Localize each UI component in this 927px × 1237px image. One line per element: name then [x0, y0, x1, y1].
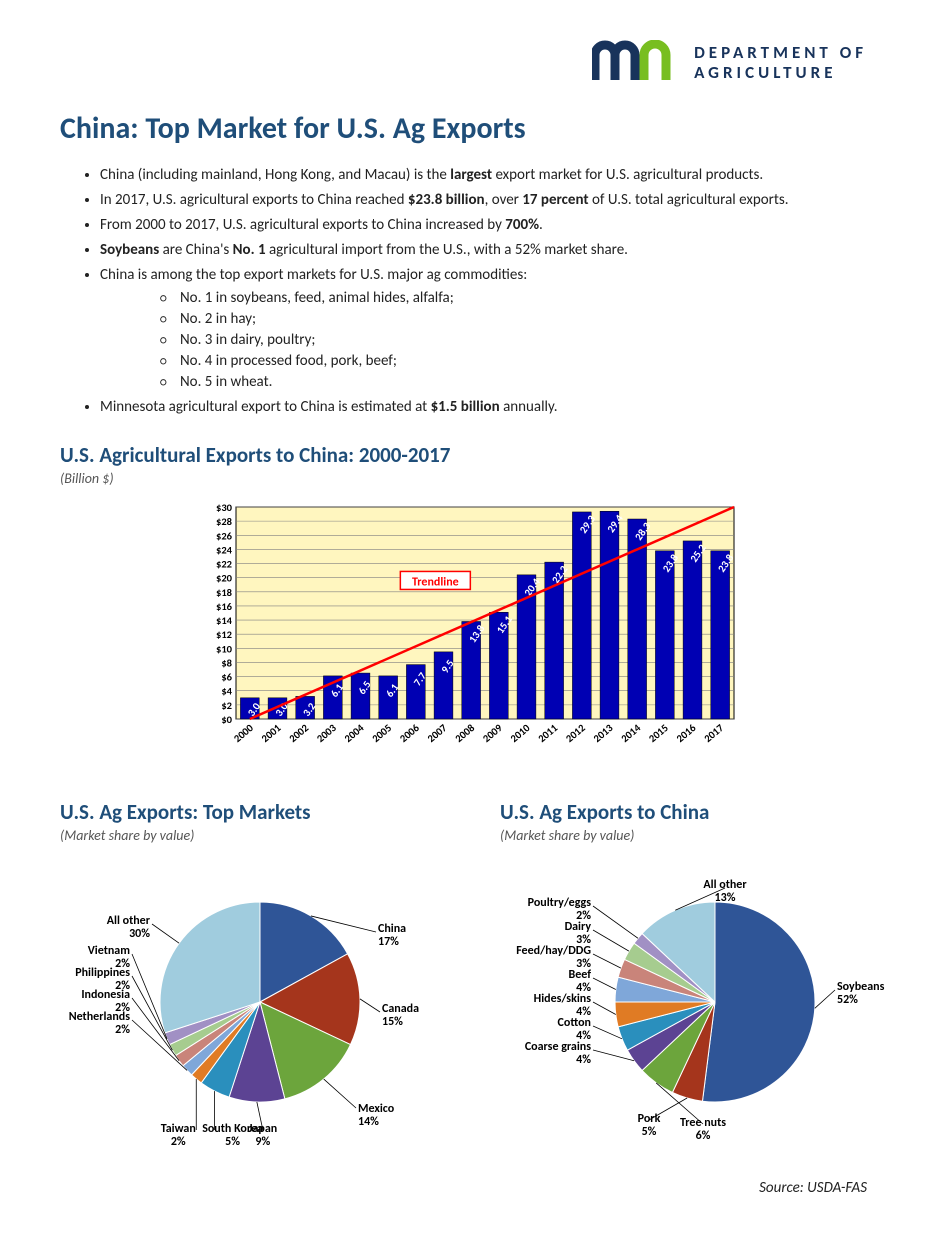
sub-bullet: No. 4 in processed food, pork, beef; — [160, 351, 867, 372]
svg-text:Mexico14%: Mexico14% — [358, 1102, 395, 1129]
dept-name: DEPARTMENT OF AGRICULTURE — [694, 43, 867, 84]
svg-text:Feed/hay/DDG3%: Feed/hay/DDG3% — [516, 944, 591, 971]
bar-chart: $0$2$4$6 $8$10$12$14$16$18$20$22 $24$26$28… — [184, 499, 744, 759]
svg-text:Cotton4%: Cotton4% — [558, 1016, 592, 1043]
svg-text:2016: 2016 — [673, 721, 698, 745]
svg-text:2012: 2012 — [563, 721, 588, 745]
bullet-item: Minnesota agricultural export to China i… — [100, 397, 867, 418]
svg-text:$0: $0 — [221, 713, 232, 726]
svg-text:Soybeans52%: Soybeans52% — [837, 980, 885, 1007]
svg-text:Poultry/eggs2%: Poultry/eggs2% — [528, 896, 592, 923]
svg-text:2005: 2005 — [369, 721, 394, 745]
pie2-subtitle: (Market share by value) — [500, 827, 900, 844]
svg-text:Pork5%: Pork5% — [638, 1112, 661, 1139]
bullet-item: China (including mainland, Hong Kong, an… — [100, 165, 867, 186]
svg-text:China17%: China17% — [378, 922, 406, 949]
svg-text:$14: $14 — [216, 614, 233, 627]
svg-text:$4: $4 — [221, 685, 232, 698]
header-logo-row: DEPARTMENT OF AGRICULTURE — [60, 40, 867, 86]
bullet-item: Soybeans are China's No. 1 agricultural … — [100, 240, 867, 261]
svg-text:$24: $24 — [216, 543, 233, 556]
svg-text:2014: 2014 — [618, 721, 643, 745]
svg-text:2001: 2001 — [258, 721, 283, 745]
svg-text:2003: 2003 — [314, 721, 339, 745]
svg-text:Dairy3%: Dairy3% — [565, 920, 592, 947]
pie1-chart: China17%Canada15%Mexico14%Japan9%South K… — [60, 852, 460, 1162]
pie2-chart: Soybeans52% Pork5% Tree nuts6% Coarse grain… — [500, 852, 900, 1162]
svg-text:South Korea5%: South Korea5% — [202, 1122, 263, 1149]
svg-text:2006: 2006 — [397, 721, 422, 745]
svg-text:Hides/skins4%: Hides/skins4% — [534, 992, 592, 1019]
pie2-col: U.S. Ag Exports to China (Market share b… — [500, 775, 900, 1167]
pie1-subtitle: (Market share by value) — [60, 827, 460, 844]
svg-text:$10: $10 — [216, 642, 233, 655]
svg-text:All other30%: All other30% — [107, 914, 151, 941]
svg-text:$6: $6 — [221, 671, 232, 684]
page-title: China: Top Market for U.S. Ag Exports — [60, 110, 867, 147]
bullet-item: In 2017, U.S. agricultural exports to Ch… — [100, 190, 867, 211]
svg-text:$28: $28 — [216, 515, 233, 528]
pie-row: U.S. Ag Exports: Top Markets (Market sha… — [60, 775, 867, 1167]
svg-text:2010: 2010 — [507, 721, 532, 745]
svg-text:2000: 2000 — [231, 721, 256, 745]
bullet-list: China (including mainland, Hong Kong, an… — [60, 165, 867, 418]
svg-text:2004: 2004 — [341, 721, 366, 745]
svg-text:$2: $2 — [221, 699, 232, 712]
svg-text:2002: 2002 — [286, 721, 311, 745]
svg-text:$18: $18 — [216, 586, 233, 599]
svg-text:$16: $16 — [216, 600, 233, 613]
svg-text:$8: $8 — [221, 656, 232, 669]
svg-text:2011: 2011 — [535, 721, 560, 745]
bar-chart-wrap: $0$2$4$6 $8$10$12$14$16$18$20$22 $24$26$28… — [60, 499, 867, 759]
bullet-item: China is among the top export markets fo… — [100, 265, 867, 393]
mn-logo-mark — [592, 40, 682, 86]
pie1-col: U.S. Ag Exports: Top Markets (Market sha… — [60, 775, 460, 1167]
svg-text:2007: 2007 — [424, 721, 449, 745]
dept-line2: AGRICULTURE — [694, 63, 867, 83]
svg-text:2008: 2008 — [452, 721, 477, 745]
sub-bullet: No. 2 in hay; — [160, 309, 867, 330]
svg-text:2009: 2009 — [480, 721, 505, 745]
svg-text:All other13%: All other13% — [703, 878, 747, 905]
bar-chart-subtitle: (Billion $) — [60, 470, 867, 487]
svg-text:Tree nuts6%: Tree nuts6% — [680, 1116, 726, 1143]
sub-bullet: No. 5 in wheat. — [160, 372, 867, 393]
pie2-title: U.S. Ag Exports to China — [500, 799, 900, 825]
bar-chart-title: U.S. Agricultural Exports to China: 2000… — [60, 442, 867, 468]
sub-bullet: No. 3 in dairy, poultry; — [160, 330, 867, 351]
svg-text:Beef4%: Beef4% — [568, 968, 591, 995]
svg-text:$22: $22 — [216, 558, 232, 571]
svg-text:Coarse grains4%: Coarse grains4% — [525, 1040, 591, 1067]
svg-text:2013: 2013 — [590, 721, 615, 745]
svg-text:$26: $26 — [216, 529, 233, 542]
dept-line1: DEPARTMENT OF — [694, 43, 867, 63]
bullet-item: From 2000 to 2017, U.S. agricultural exp… — [100, 215, 867, 236]
svg-text:2015: 2015 — [646, 721, 671, 745]
pie1-title: U.S. Ag Exports: Top Markets — [60, 799, 460, 825]
svg-text:$12: $12 — [216, 628, 232, 641]
source-line: Source: USDA-FAS — [60, 1179, 867, 1197]
svg-text:Taiwan2%: Taiwan2% — [161, 1122, 196, 1149]
svg-text:2017: 2017 — [701, 721, 726, 745]
svg-text:Canada15%: Canada15% — [382, 1002, 419, 1029]
svg-text:$30: $30 — [216, 501, 233, 514]
svg-text:Trendline: Trendline — [411, 575, 458, 589]
svg-text:$20: $20 — [216, 572, 233, 585]
sub-bullet: No. 1 in soybeans, feed, animal hides, a… — [160, 288, 867, 309]
